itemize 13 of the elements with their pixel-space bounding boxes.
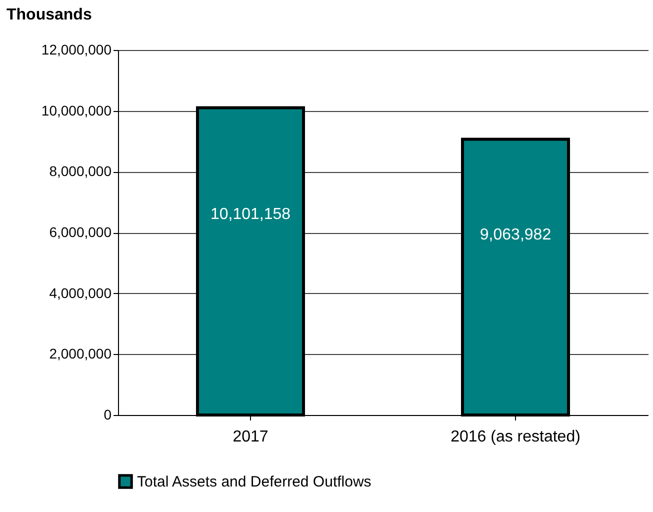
y-tick-label: 10,000,000 <box>41 102 112 118</box>
x-tick-label: 2017 <box>232 428 268 446</box>
y-tick-label: 4,000,000 <box>49 284 112 301</box>
y-tick-label: 8,000,000 <box>49 163 112 180</box>
data-label: 9,063,982 <box>480 226 552 244</box>
y-tick-label: 2,000,000 <box>49 346 112 362</box>
y-tick-label: 0 <box>104 406 112 422</box>
data-label: 10,101,158 <box>210 206 291 223</box>
legend-label: Total Assets and Deferred Outflows <box>137 474 372 490</box>
y-tick-label: 12,000,000 <box>41 42 112 58</box>
x-tick-label: 2016 (as restated) <box>450 428 580 446</box>
y-axis-title: Thousands <box>6 6 92 24</box>
y-tick-label: 6,000,000 <box>49 224 112 240</box>
